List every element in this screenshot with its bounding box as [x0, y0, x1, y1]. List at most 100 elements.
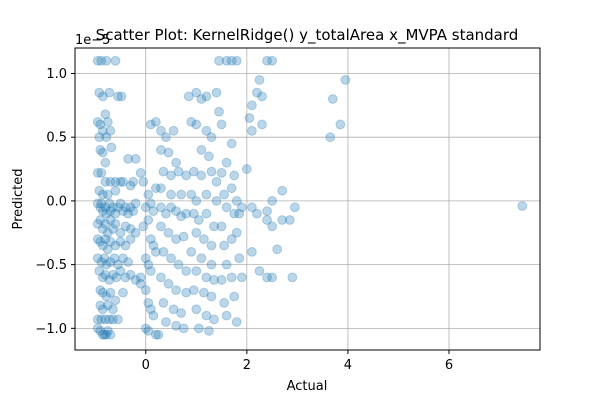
scatter-point [135, 167, 146, 178]
scatter-point [113, 91, 123, 102]
scatter-point [171, 206, 181, 217]
scatter-point [145, 234, 156, 245]
scatter-point [115, 236, 126, 247]
scatter-point [166, 189, 176, 200]
scatter-point [272, 244, 283, 255]
scatter-point [156, 145, 166, 155]
scatter-point [209, 221, 219, 232]
scatter-point [111, 272, 122, 283]
data-points [92, 55, 528, 340]
scatter-point [96, 314, 107, 325]
scatter-point [209, 314, 219, 325]
scatter-point [148, 240, 159, 251]
scatter-point [128, 206, 139, 217]
scatter-point [92, 234, 103, 245]
scatter-point [231, 317, 242, 327]
scatter-point [110, 240, 121, 251]
scatter-point [97, 147, 108, 158]
scatter-point [92, 167, 103, 178]
scatter-point [116, 91, 127, 102]
scatter-point [204, 325, 214, 336]
scatter-point [221, 310, 232, 321]
scatter-point [158, 246, 169, 257]
scatter-point [109, 253, 120, 264]
scatter-point [105, 176, 116, 187]
scatter-point [161, 132, 171, 143]
scatter-point [140, 202, 151, 213]
scatter-point [104, 275, 115, 285]
scatter-point [211, 87, 222, 98]
scatter-point [110, 185, 121, 196]
scatter-point [156, 202, 166, 213]
scatter-point [130, 227, 141, 238]
scatter-point [254, 74, 265, 85]
scatter-point [104, 314, 115, 325]
scatter-point [108, 202, 118, 213]
scatter-point [252, 208, 262, 219]
scatter-point [120, 202, 131, 213]
x-tick-label: 0 [142, 358, 150, 373]
scatter-point [150, 329, 161, 340]
scatter-point [95, 236, 106, 247]
scatter-point [123, 153, 133, 164]
scatter-point [183, 91, 194, 102]
scatter-point [214, 55, 224, 66]
scatter-point [262, 272, 272, 283]
scatter-point [100, 202, 111, 213]
scatter-point [95, 325, 106, 336]
scatter-point [92, 198, 103, 209]
scatter-point [101, 132, 112, 143]
scatter-point [158, 166, 169, 177]
scatter-point [327, 94, 338, 104]
scatter-point [196, 253, 207, 264]
scatter-point [267, 196, 278, 206]
scatter-point [176, 189, 187, 200]
scatter-point [108, 314, 118, 325]
scatter-point [118, 253, 128, 264]
scatter-point [262, 206, 272, 217]
scatter-point [340, 74, 351, 85]
scatter-point [191, 227, 202, 238]
scatter-point [178, 323, 189, 334]
scatter-point [101, 329, 112, 340]
scatter-point [226, 183, 237, 194]
scatter-point [128, 176, 139, 187]
scatter-point [140, 285, 151, 296]
scatter-point [100, 157, 111, 168]
scatter-point [284, 215, 295, 225]
scatter-point [100, 314, 111, 325]
scatter-point [181, 287, 192, 298]
scatter-point [221, 259, 232, 270]
scatter-point [130, 198, 141, 209]
scatter-point [110, 55, 121, 66]
scatter-point [247, 202, 257, 213]
scatter-point [101, 291, 112, 302]
scatter-point [219, 189, 230, 200]
scatter-point [229, 208, 240, 219]
scatter-point [186, 117, 197, 127]
scatter-point [97, 272, 108, 283]
scatter-point [102, 325, 113, 336]
scatter-point [231, 196, 242, 206]
scatter-point [95, 285, 106, 296]
scatter-point [92, 117, 103, 127]
scatter-point [221, 55, 232, 66]
scatter-point [201, 310, 212, 321]
scatter-point [181, 266, 192, 276]
scatter-point [92, 253, 103, 264]
scatter-point [254, 266, 265, 276]
scatter-point [191, 119, 202, 130]
scatter-point [186, 246, 197, 257]
scatter-point [108, 304, 118, 315]
scatter-point [143, 297, 154, 308]
scatter-point [102, 300, 113, 311]
scatter-point [204, 151, 214, 162]
scatter-point [201, 91, 212, 102]
scatter-point [95, 215, 106, 225]
y-tick-label: 0.0 [46, 194, 67, 209]
scatter-point [229, 291, 240, 302]
scatter-point [247, 100, 257, 111]
scatter-point [120, 221, 131, 232]
scatter-point [201, 125, 212, 136]
scatter-point [181, 208, 192, 219]
